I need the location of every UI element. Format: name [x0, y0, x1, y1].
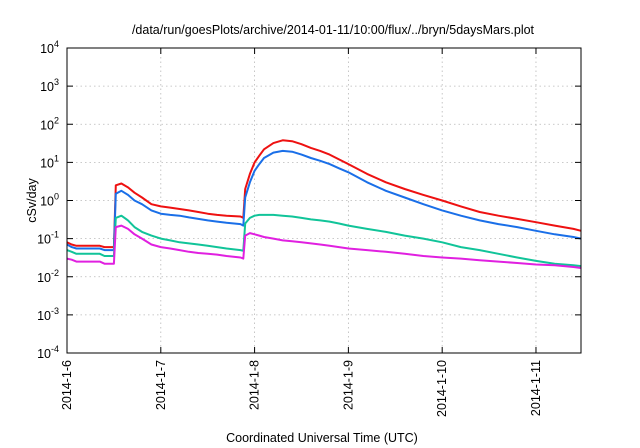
y-axis-label: cSv/day	[25, 178, 39, 223]
x-axis-label: Coordinated Universal Time (UTC)	[226, 431, 418, 445]
series-layer	[66, 139, 582, 269]
y-tick-label: 10-2	[37, 268, 59, 285]
x-tick-label: 2014-1-11	[529, 360, 543, 416]
x-tick-label: 2014-1-9	[341, 360, 355, 410]
y-tick-label: 10-4	[37, 344, 59, 361]
axes: 10-4 10-3 10-2 10-1 100 101 102 103 104 2014-1-6 2…	[37, 39, 581, 417]
x-tick-label: 2014-1-7	[154, 360, 168, 410]
y-tick-label: 100	[40, 192, 59, 209]
y-tick-label: 104	[40, 39, 59, 56]
y-tick-label: 101	[40, 153, 59, 170]
chart-title: /data/run/goesPlots/archive/2014-01-11/1…	[132, 23, 535, 37]
series-line-magenta	[66, 224, 582, 269]
series-line-blue	[66, 149, 582, 252]
x-tick-label: 2014-1-8	[248, 360, 262, 410]
x-tick-label: 2014-1-10	[435, 360, 449, 417]
y-tick-label: 10-3	[37, 306, 59, 323]
x-tick-label: 2014-1-6	[60, 360, 74, 410]
series-line-red	[66, 139, 582, 249]
y-tick-label: 103	[40, 77, 59, 94]
y-tick-label: 102	[40, 115, 59, 132]
y-tick-label: 10-1	[37, 230, 59, 247]
grid	[67, 48, 581, 353]
